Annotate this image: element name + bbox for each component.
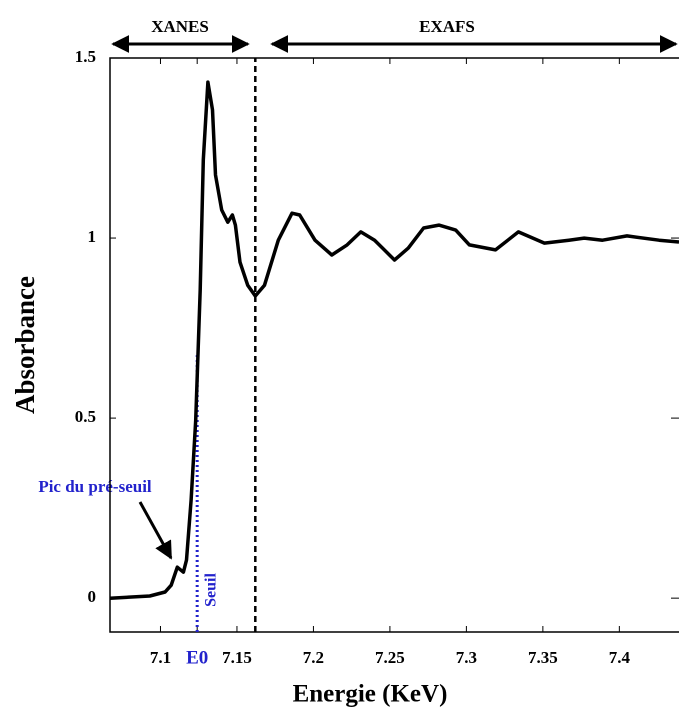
spectrum-line [109, 80, 679, 600]
y-tick-label: 0 [88, 587, 97, 606]
x-tick-label: 7.1 [150, 648, 171, 667]
x-tick-label: 7.4 [609, 648, 631, 667]
xanes-label: XANES [151, 17, 209, 36]
x-axis-title: Energie (KeV) [293, 681, 448, 708]
edge-label: Seuil [203, 573, 220, 607]
y-tick-label: 1 [88, 227, 97, 246]
x-tick-label: 7.25 [375, 648, 405, 667]
x-tick-label: E0 [186, 647, 208, 668]
y-tick-label: 0.5 [75, 407, 96, 426]
pre-edge-arrow [138, 501, 173, 560]
y-tick-label: 1.5 [75, 47, 96, 66]
pre-edge-label: Pic du pré-seuil [38, 477, 152, 496]
y-axis-title: Absorbance [10, 276, 40, 414]
x-tick-label: 7.2 [303, 648, 324, 667]
x-tick-label: 7.15 [222, 648, 252, 667]
x-tick-label: 7.35 [528, 648, 558, 667]
exafs-label: EXAFS [419, 17, 475, 36]
plot-frame [109, 57, 679, 633]
x-tick-label: 7.3 [456, 648, 477, 667]
